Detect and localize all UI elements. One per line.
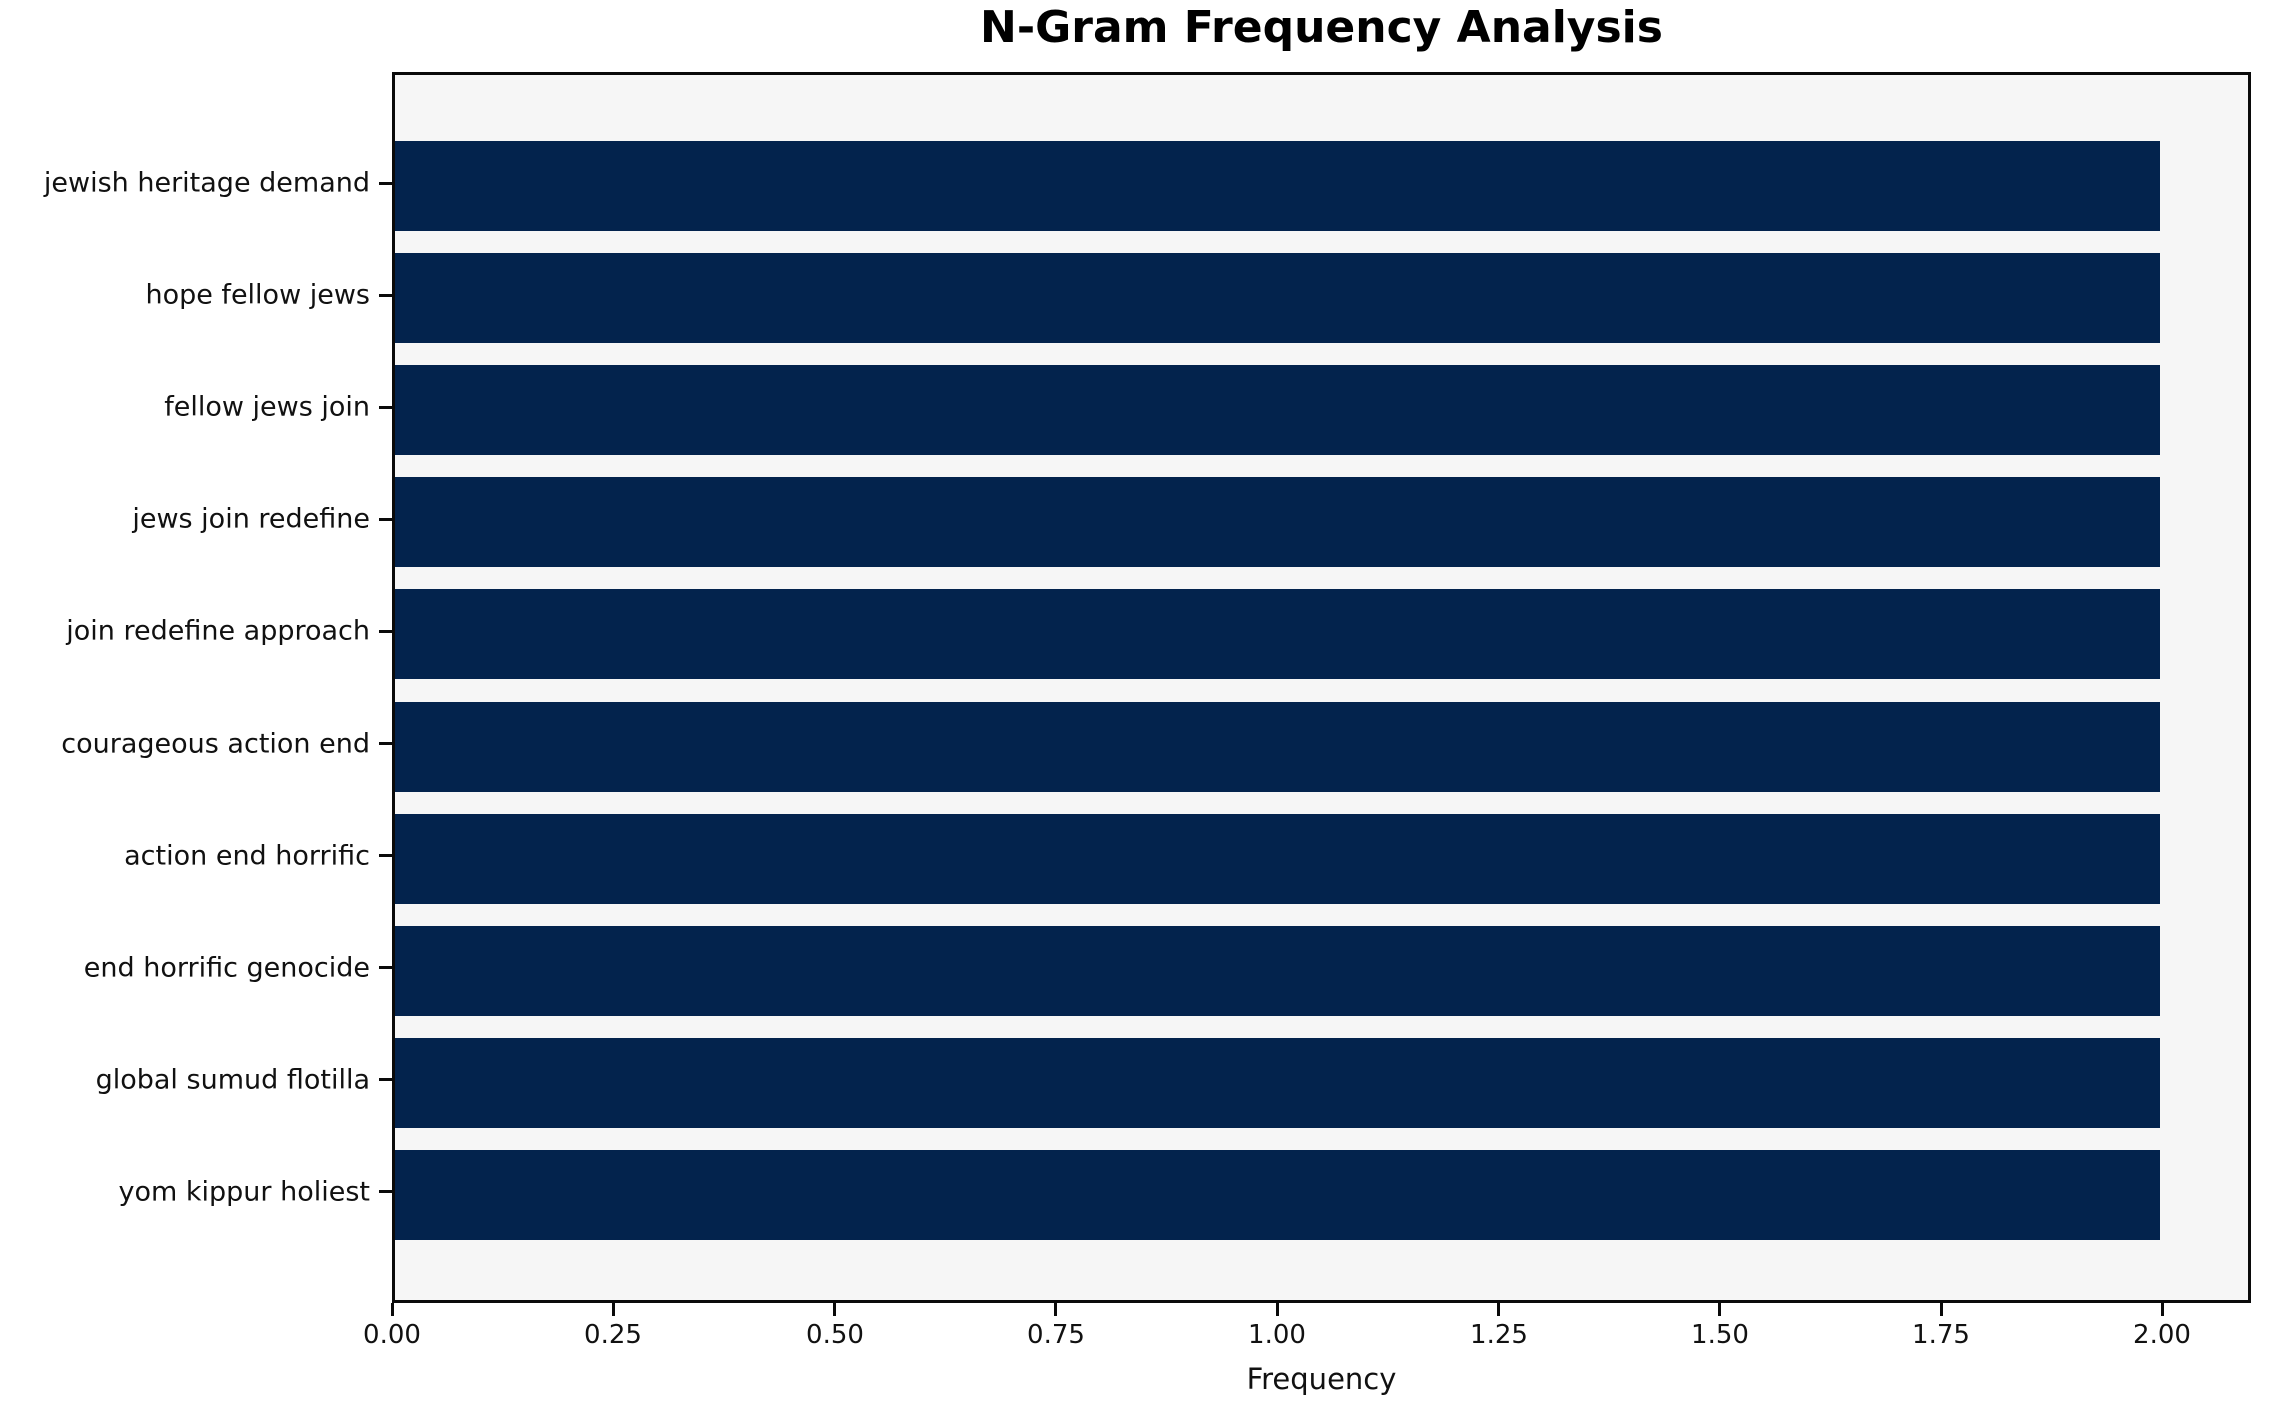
- bar-8: [395, 1038, 2160, 1128]
- bar-9: [395, 1150, 2160, 1240]
- x-tick-mark-7: [1940, 1303, 1943, 1316]
- bar-3: [395, 477, 2160, 567]
- x-tick-label-1: 0.25: [584, 1320, 642, 1350]
- y-tick-mark-6: [379, 854, 392, 857]
- x-tick-mark-5: [1497, 1303, 1500, 1316]
- x-tick-label-4: 1.00: [1248, 1320, 1306, 1350]
- bar-1: [395, 253, 2160, 343]
- y-tick-label-0: jewish heritage demand: [43, 167, 370, 199]
- x-tick-mark-3: [1054, 1303, 1057, 1316]
- x-axis-label: Frequency: [1246, 1362, 1397, 1396]
- y-tick-mark-3: [379, 518, 392, 521]
- y-tick-label-5: courageous action end: [61, 728, 370, 760]
- y-tick-mark-2: [379, 406, 392, 409]
- bar-0: [395, 141, 2160, 231]
- y-tick-mark-4: [379, 630, 392, 633]
- x-tick-label-6: 1.50: [1691, 1320, 1749, 1350]
- bar-6: [395, 814, 2160, 904]
- x-tick-mark-1: [612, 1303, 615, 1316]
- y-tick-label-8: global sumud flotilla: [95, 1064, 370, 1096]
- x-tick-label-5: 1.25: [1470, 1320, 1528, 1350]
- x-tick-mark-6: [1718, 1303, 1721, 1316]
- y-tick-label-6: action end horrific: [124, 840, 370, 872]
- x-tick-label-2: 0.50: [806, 1320, 864, 1350]
- y-tick-mark-9: [379, 1190, 392, 1193]
- y-tick-label-3: jews join redefine: [132, 503, 370, 535]
- bar-4: [395, 589, 2160, 679]
- y-tick-mark-5: [379, 742, 392, 745]
- x-tick-label-8: 2.00: [2133, 1320, 2191, 1350]
- y-tick-label-9: yom kippur holiest: [118, 1176, 371, 1208]
- y-tick-label-7: end horrific genocide: [83, 952, 370, 984]
- y-tick-mark-7: [379, 966, 392, 969]
- x-tick-label-3: 0.75: [1027, 1320, 1085, 1350]
- x-tick-mark-4: [1276, 1303, 1279, 1316]
- y-tick-mark-8: [379, 1078, 392, 1081]
- x-tick-mark-0: [391, 1303, 394, 1316]
- chart-title: N-Gram Frequency Analysis: [980, 2, 1663, 53]
- x-tick-mark-2: [833, 1303, 836, 1316]
- y-tick-label-2: fellow jews join: [164, 391, 370, 423]
- y-tick-label-1: hope fellow jews: [145, 279, 370, 311]
- y-tick-mark-1: [379, 294, 392, 297]
- x-tick-mark-8: [2161, 1303, 2164, 1316]
- x-tick-label-7: 1.75: [1912, 1320, 1970, 1350]
- bar-7: [395, 926, 2160, 1016]
- bar-5: [395, 702, 2160, 792]
- y-tick-label-4: join redefine approach: [66, 615, 370, 647]
- x-tick-label-0: 0.00: [363, 1320, 421, 1350]
- plot-area: [392, 72, 2251, 1303]
- bar-2: [395, 365, 2160, 455]
- y-tick-mark-0: [379, 182, 392, 185]
